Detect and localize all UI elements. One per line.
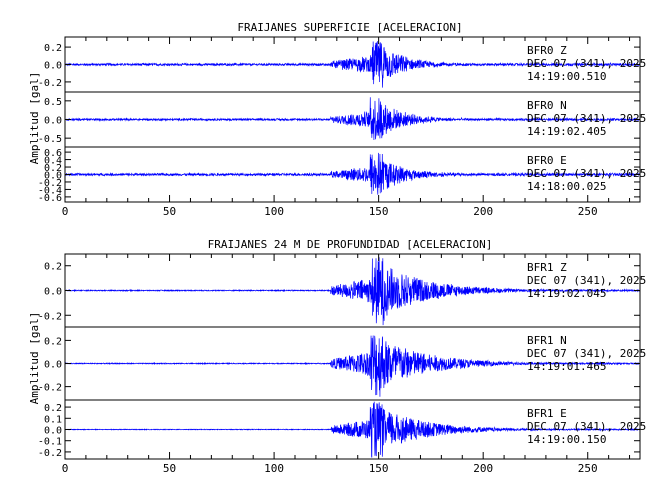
x-tick-label: 50 <box>163 205 176 218</box>
x-tick-label: 250 <box>578 205 598 218</box>
x-tick-label: 200 <box>473 462 493 475</box>
x-tick-label: 100 <box>264 205 284 218</box>
y-tick-label: 0.2 <box>44 403 62 414</box>
time-label: 14:18:00.025 <box>527 180 606 193</box>
y-tick-label: 0.0 <box>44 116 62 127</box>
x-axis: 0 50 100 150 200 250 <box>62 254 631 475</box>
waveform-line <box>64 335 641 397</box>
x-tick-label: 100 <box>264 462 284 475</box>
y-tick-label: 0.2 <box>44 262 62 273</box>
y-tick-label: 0.6 <box>44 148 62 159</box>
x-axis: 0 50 100 150 200 250 <box>62 37 631 218</box>
y-tick-label: 0.2 <box>44 336 62 347</box>
y-tick-label: 0.2 <box>44 43 62 54</box>
waveform-line <box>64 97 641 140</box>
date-label: DEC 07 (341), 2025 <box>527 420 646 433</box>
waveform-line <box>64 152 641 195</box>
date-label: DEC 07 (341), 2025 <box>527 57 646 70</box>
station-component-label: BFR0 E <box>527 154 567 167</box>
panel-title: FRAIJANES 24 M DE PROFUNDIDAD [ACELERACI… <box>208 238 493 251</box>
station-component-label: BFR1 N <box>527 334 567 347</box>
y-tick-label: -0.2 <box>38 311 62 322</box>
y-axis-label: Amplitud [gal] <box>28 72 41 165</box>
x-tick-label: 250 <box>578 462 598 475</box>
y-tick-label: -0.5 <box>38 134 62 145</box>
date-label: DEC 07 (341), 2025 <box>527 112 646 125</box>
y-axis-label: Amplitud [gal] <box>28 312 41 405</box>
y-tick-label: -0.1 <box>38 437 62 448</box>
time-label: 14:19:00.510 <box>527 70 606 83</box>
panel-surface: FRAIJANES SUPERFICIE [ACELERACION] Ampli… <box>28 21 646 218</box>
time-label: 14:19:02.405 <box>527 125 606 138</box>
y-tick-label: 0.2 <box>44 163 62 174</box>
panel-title: FRAIJANES SUPERFICIE [ACELERACION] <box>237 21 462 34</box>
waveform-line <box>64 257 641 326</box>
x-tick-label: 0 <box>62 462 69 475</box>
y-tick-label: 0.5 <box>44 97 62 108</box>
x-tick-label: 50 <box>163 462 176 475</box>
y-tick-label: -0.2 <box>38 383 62 394</box>
y-tick-label: 0.4 <box>44 156 62 167</box>
y-tick-label: 0.0 <box>44 360 62 371</box>
y-tick-label: 0.0 <box>44 287 62 298</box>
y-tick-label: -0.6 <box>38 193 62 204</box>
y-tick-label: 0.1 <box>44 414 62 425</box>
time-label: 14:19:00.150 <box>527 433 606 446</box>
x-tick-label: 150 <box>369 462 389 475</box>
y-tick-label: -0.4 <box>38 185 62 196</box>
x-tick-label: 200 <box>473 205 493 218</box>
date-label: DEC 07 (341), 2025 <box>527 347 646 360</box>
y-tick-label: -0.2 <box>38 78 62 89</box>
date-label: DEC 07 (341), 2025 <box>527 274 646 287</box>
panel-24m-depth: FRAIJANES 24 M DE PROFUNDIDAD [ACELERACI… <box>28 238 646 475</box>
date-label: DEC 07 (341), 2025 <box>527 167 646 180</box>
x-tick-label: 0 <box>62 205 69 218</box>
y-tick-label: -0.2 <box>38 448 62 459</box>
station-component-label: BFR0 Z <box>527 44 567 57</box>
y-tick-label: 0.0 <box>44 426 62 437</box>
station-component-label: BFR1 Z <box>527 261 567 274</box>
y-tick-label: -0.2 <box>38 178 62 189</box>
time-label: 14:19:02.045 <box>527 287 606 300</box>
station-component-label: BFR0 N <box>527 99 567 112</box>
waveform-line <box>64 41 641 88</box>
x-tick-label: 150 <box>369 205 389 218</box>
time-label: 14:19:01.465 <box>527 360 606 373</box>
waveform-line <box>64 401 641 458</box>
y-tick-label: 0.0 <box>44 61 62 72</box>
y-tick-label: 0.0 <box>44 171 62 182</box>
station-component-label: BFR1 E <box>527 407 567 420</box>
